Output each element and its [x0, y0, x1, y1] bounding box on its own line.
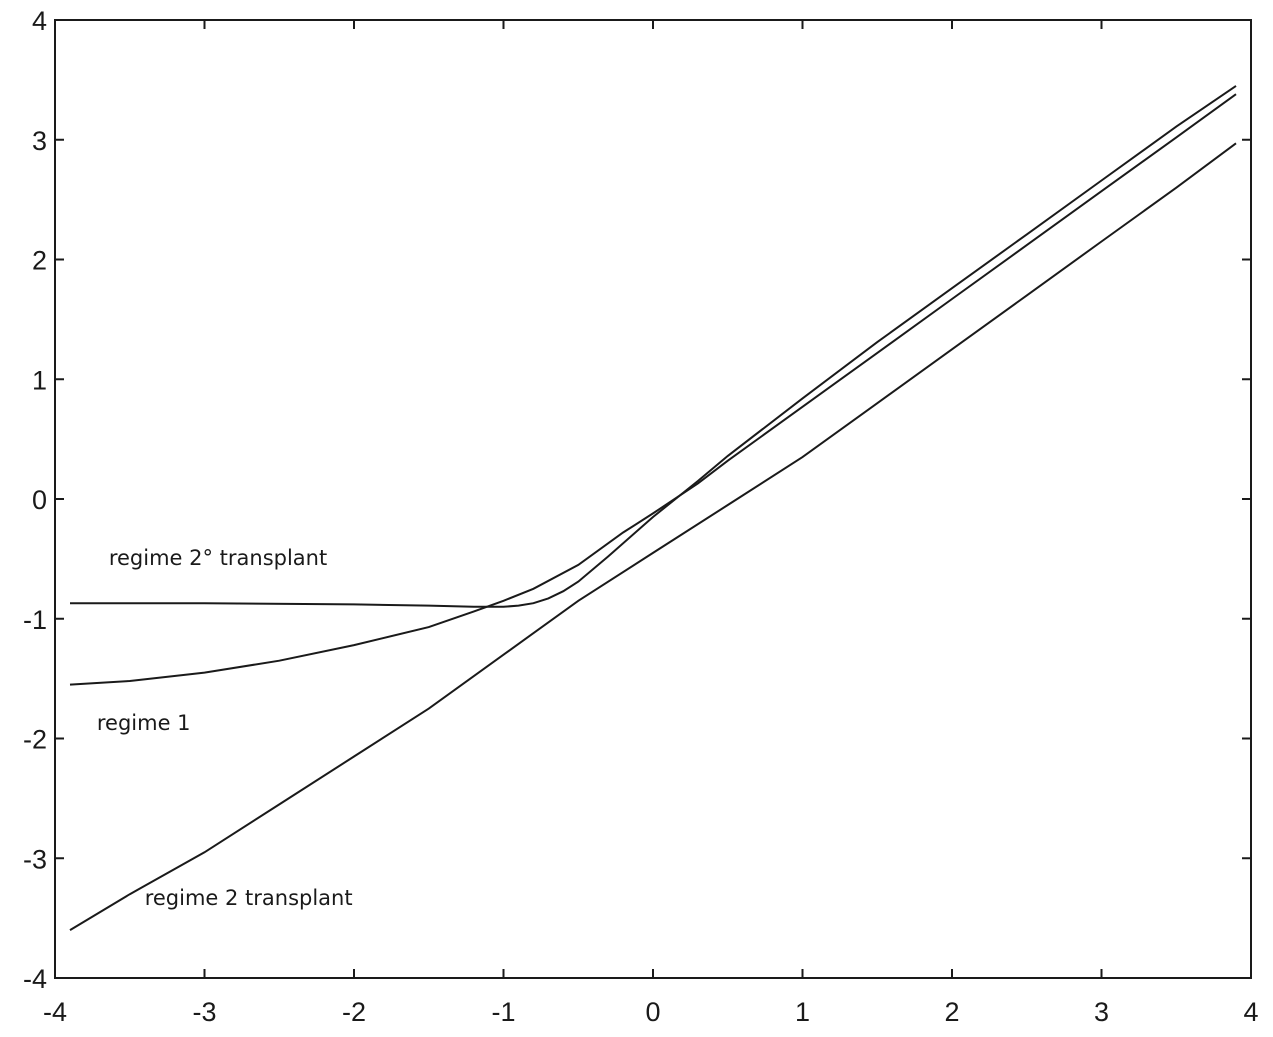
curve-annotations: regime 2° transplant regime 1 regime 2 tra…	[97, 546, 353, 910]
x-tick-label: 4	[1243, 997, 1258, 1027]
curve-label-3: regime 2 transplant	[145, 886, 353, 910]
x-tick-label: -2	[342, 997, 366, 1027]
axis-tick-labels: -4 -3 -2 -1 0 1 2 3 4 -4 -3 -2 -1 0 1 2 3 4	[23, 6, 1259, 1027]
curve-label-2: regime 1	[97, 711, 191, 735]
y-tick-label: -3	[23, 844, 47, 874]
y-tick-label: 1	[32, 365, 47, 395]
axis-ticks	[55, 20, 1251, 978]
series-line-2	[69, 93, 1237, 686]
y-tick-label: -4	[23, 964, 47, 994]
x-tick-label: 2	[944, 997, 959, 1027]
curve-label-1: regime 2° transplant	[109, 546, 327, 570]
y-tick-label: 3	[32, 126, 47, 156]
y-tick-label: -1	[23, 605, 47, 635]
y-tick-label: 0	[32, 485, 47, 515]
series-lines	[69, 85, 1237, 931]
y-tick-label: 2	[32, 246, 47, 276]
series-line-3	[70, 85, 1237, 608]
x-tick-label: -1	[491, 997, 515, 1027]
x-tick-label: 3	[1094, 997, 1109, 1027]
x-tick-label: 0	[645, 997, 660, 1027]
series-line-1	[69, 142, 1237, 931]
x-tick-label: 1	[795, 997, 810, 1027]
y-tick-label: -2	[23, 725, 47, 755]
y-tick-label: 4	[32, 6, 47, 36]
x-tick-label: -3	[192, 997, 216, 1027]
x-tick-label: -4	[43, 997, 67, 1027]
